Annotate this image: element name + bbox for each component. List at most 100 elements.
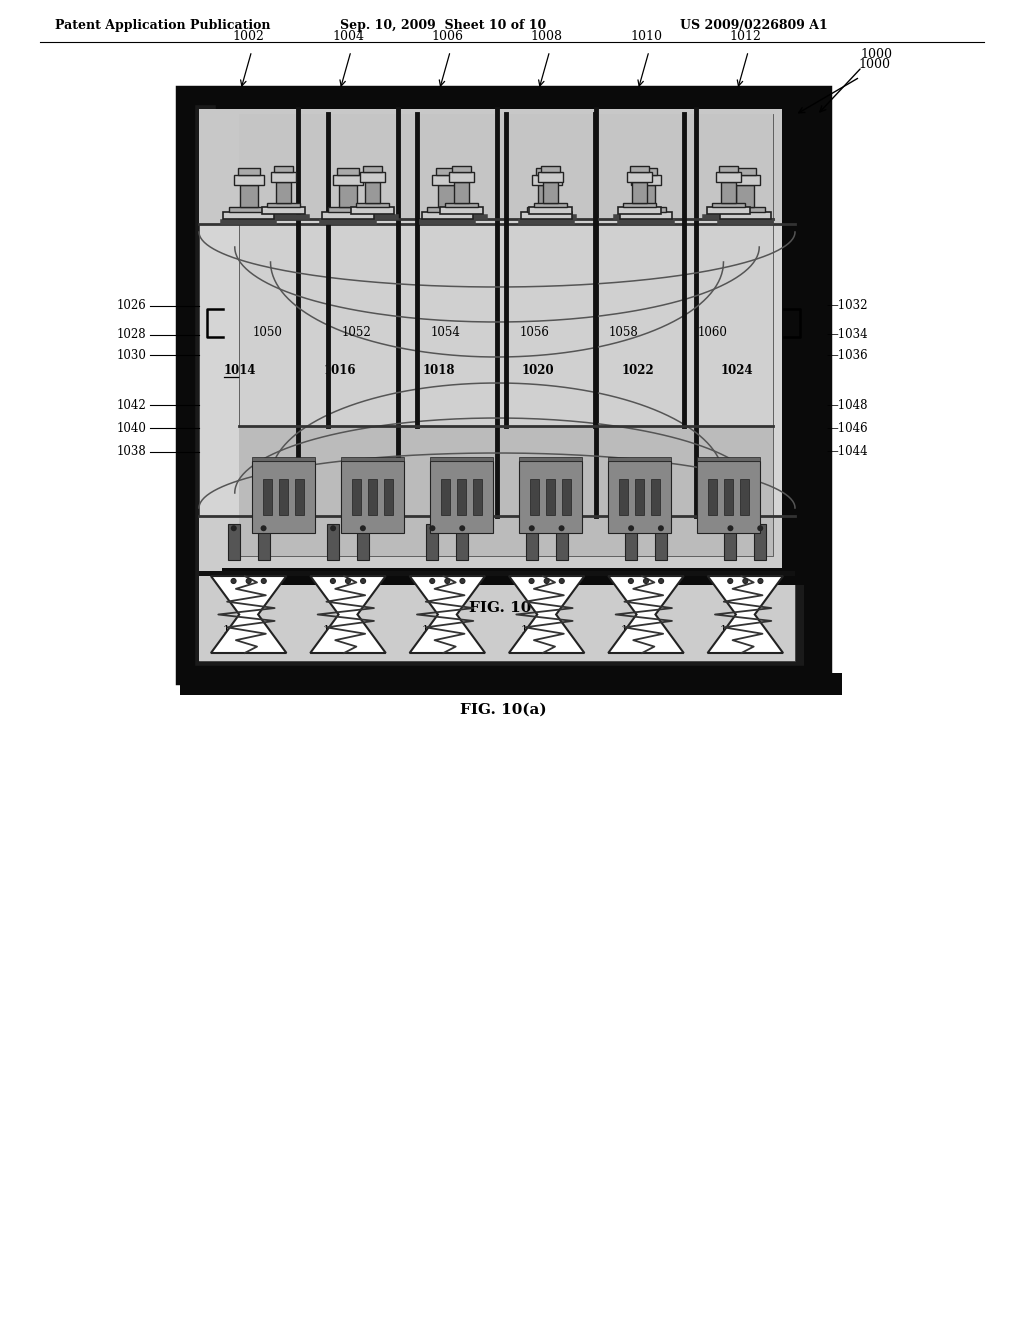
Bar — [438, 185, 457, 207]
Circle shape — [559, 578, 564, 583]
Bar — [444, 202, 478, 207]
Bar — [280, 479, 288, 515]
Bar — [368, 479, 377, 515]
Bar — [546, 479, 555, 515]
Bar — [755, 524, 766, 560]
Circle shape — [260, 525, 266, 531]
Bar — [538, 172, 563, 182]
Polygon shape — [410, 576, 485, 653]
Circle shape — [459, 525, 465, 531]
Bar — [333, 176, 362, 185]
Text: —1032: —1032 — [826, 300, 867, 313]
Circle shape — [359, 525, 366, 531]
Bar — [725, 207, 765, 213]
Bar — [337, 168, 359, 176]
Text: 1030: 1030 — [117, 348, 146, 362]
Bar — [222, 568, 815, 585]
Bar — [457, 479, 466, 515]
Bar — [635, 479, 644, 515]
Bar — [625, 524, 637, 560]
Bar — [355, 202, 389, 207]
Bar — [441, 479, 451, 515]
Bar — [716, 172, 741, 182]
Bar — [239, 114, 773, 556]
Bar — [720, 213, 771, 219]
Text: 1018: 1018 — [423, 363, 455, 376]
Bar — [359, 172, 385, 182]
Bar — [339, 185, 357, 207]
Polygon shape — [310, 576, 386, 653]
Text: 1000: 1000 — [858, 58, 890, 71]
Bar — [266, 202, 300, 207]
Bar — [436, 168, 459, 176]
Bar — [457, 524, 468, 560]
FancyBboxPatch shape — [225, 100, 800, 570]
Bar — [561, 479, 570, 515]
Bar — [238, 168, 260, 176]
Text: 1026: 1026 — [117, 300, 146, 313]
Bar — [621, 213, 672, 219]
FancyBboxPatch shape — [185, 95, 822, 675]
Bar — [736, 185, 755, 207]
Bar — [384, 479, 392, 515]
Bar — [650, 479, 659, 515]
Bar — [635, 168, 657, 176]
Bar — [430, 461, 493, 532]
Bar — [730, 176, 760, 185]
Bar — [531, 176, 561, 185]
Text: 1050: 1050 — [252, 326, 283, 339]
Circle shape — [558, 525, 564, 531]
Bar — [536, 168, 558, 176]
Text: 1060: 1060 — [720, 624, 749, 635]
Polygon shape — [708, 576, 783, 653]
Bar — [538, 185, 556, 207]
Bar — [328, 207, 368, 213]
Bar — [519, 457, 582, 461]
Circle shape — [429, 525, 435, 531]
Circle shape — [544, 578, 549, 583]
Text: 1056: 1056 — [521, 624, 549, 635]
Circle shape — [728, 578, 733, 583]
Bar — [449, 172, 474, 182]
Circle shape — [742, 578, 748, 583]
Text: 1006: 1006 — [431, 30, 463, 44]
Polygon shape — [211, 576, 287, 653]
Bar — [439, 207, 483, 214]
Text: US 2009/0226809 A1: US 2009/0226809 A1 — [680, 18, 827, 32]
Bar — [739, 479, 749, 515]
Bar — [721, 182, 736, 202]
Bar — [199, 110, 795, 224]
Bar — [608, 461, 671, 532]
Bar — [240, 185, 258, 207]
Bar — [263, 479, 272, 515]
Bar — [655, 524, 667, 560]
Bar — [180, 673, 842, 696]
Text: 1016: 1016 — [324, 363, 355, 376]
Bar — [526, 207, 566, 213]
Circle shape — [331, 578, 336, 583]
Bar — [252, 457, 314, 461]
Circle shape — [657, 525, 664, 531]
Bar — [199, 516, 795, 661]
Text: 1002: 1002 — [232, 30, 264, 44]
Bar — [427, 207, 467, 213]
Text: FIG. 10(b): FIG. 10(b) — [469, 601, 556, 615]
Bar — [530, 479, 540, 515]
Bar — [223, 213, 274, 219]
Text: —1034: —1034 — [826, 329, 867, 342]
Text: 1012: 1012 — [729, 30, 761, 44]
Bar — [556, 524, 567, 560]
Circle shape — [727, 525, 733, 531]
Text: 1052: 1052 — [323, 624, 350, 635]
Bar — [341, 457, 403, 461]
Text: 1054: 1054 — [430, 326, 460, 339]
Bar — [724, 479, 733, 515]
Circle shape — [658, 578, 664, 583]
Bar — [608, 457, 671, 461]
Circle shape — [261, 578, 266, 583]
Bar — [627, 172, 652, 182]
Bar — [707, 207, 751, 214]
Bar — [782, 100, 800, 570]
Bar — [473, 479, 481, 515]
Circle shape — [628, 525, 634, 531]
